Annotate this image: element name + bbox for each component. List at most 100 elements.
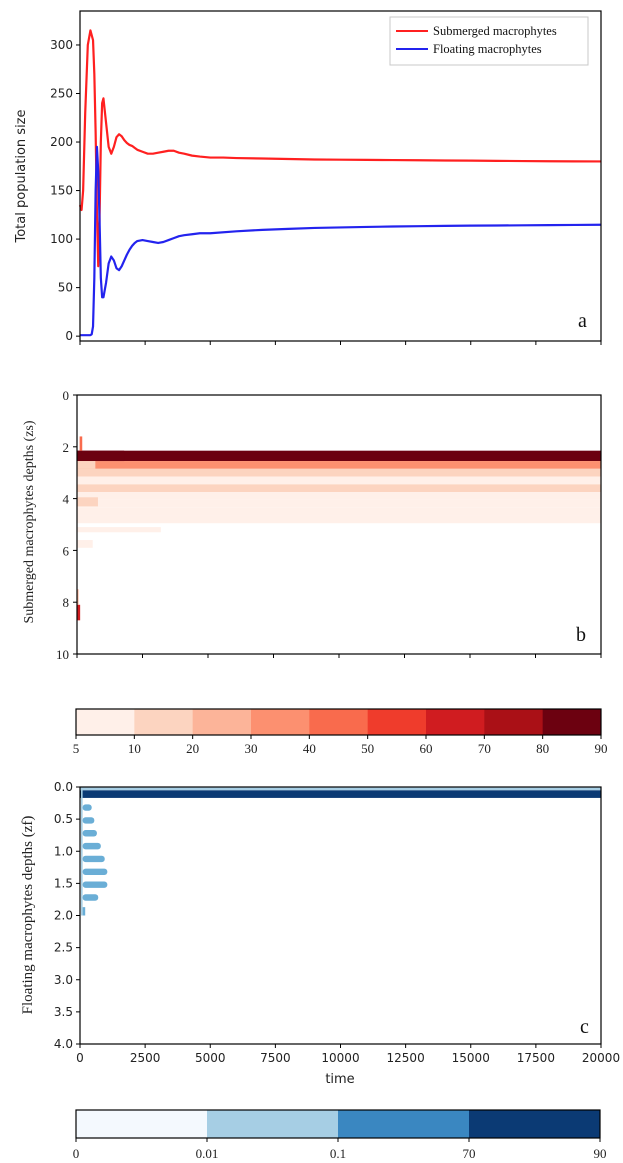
colorbar-reds: 5 10 20 30 40 50 60 70 80 90 — [73, 708, 608, 756]
y-tick-label: 1.5 — [54, 876, 73, 890]
heatmap-cell — [77, 450, 601, 462]
panel-c-heatmap — [80, 787, 601, 916]
heatmap-cell — [77, 540, 93, 548]
y-tick-label: 300 — [50, 38, 73, 52]
panel-b-x-ticks — [76, 654, 602, 658]
heatmap-cell — [81, 787, 83, 916]
colorbar-tick-label: 70 — [463, 1146, 476, 1161]
y-tick-label: 2.0 — [54, 909, 73, 923]
legend-box — [389, 16, 589, 66]
panel-b-letter: b — [576, 624, 586, 646]
heatmap-cell — [77, 527, 161, 533]
y-tick-label: 200 — [50, 135, 73, 149]
x-tick-label: 20000 — [582, 1051, 620, 1065]
x-tick-label: 15000 — [452, 1051, 490, 1065]
y-tick-label: 50 — [58, 281, 73, 295]
colorbar-swatch — [309, 709, 369, 735]
colorbar-swatch — [338, 1110, 470, 1138]
panel-c-y-ticks: 0.0 0.5 1.0 1.5 2.0 2.5 3.0 3.5 4.0 — [54, 780, 80, 1051]
heatmap-cell — [82, 881, 108, 888]
y-tick-label: 3.0 — [54, 973, 73, 987]
panel-a-y-axis-label: Total population size — [14, 109, 29, 243]
y-tick-label: 2 — [63, 440, 70, 455]
heatmap-cell — [77, 604, 81, 621]
y-tick-label: 0 — [65, 329, 73, 343]
panel-a-x-ticks — [79, 341, 602, 345]
y-tick-label: 0.5 — [54, 812, 73, 826]
series-line-submerged — [78, 29, 602, 268]
colorbar-swatch — [542, 709, 602, 735]
heatmap-cell — [77, 461, 601, 469]
heatmap-cell — [77, 476, 601, 485]
colorbar-tick-label: 0.1 — [330, 1146, 346, 1161]
heatmap-cell — [77, 497, 98, 507]
panel-a: 0 50 100 150 200 250 300 Total population size… — [14, 10, 602, 345]
panel-b-y-axis-label: Submerged macrophytes depths (zs) — [22, 420, 37, 623]
colorbar-reds-ticks: 5 10 20 30 40 50 60 70 80 90 — [73, 735, 608, 756]
colorbar-swatch — [367, 709, 427, 735]
heatmap-cell — [77, 515, 601, 524]
heatmap-cell — [77, 507, 601, 516]
colorbar-swatch — [426, 709, 485, 735]
y-tick-label: 10 — [56, 647, 69, 662]
colorbar-swatch — [251, 709, 310, 735]
heatmap-cell — [77, 492, 601, 500]
colorbar-reds-swatches — [76, 709, 602, 735]
series-line-floating — [80, 145, 602, 337]
heatmap-cell — [82, 804, 92, 811]
heatmap-cell — [82, 894, 99, 901]
colorbar-tick-label: 0 — [73, 1146, 80, 1161]
y-tick-label: 0.0 — [54, 780, 73, 794]
panel-c-y-axis-label: Floating macrophytes depths (zf) — [20, 816, 36, 1015]
colorbar-reds-frame — [75, 708, 602, 736]
panel-a-y-ticks: 0 50 100 150 200 250 300 — [50, 38, 80, 343]
heatmap-cell — [82, 868, 108, 876]
heatmap-cell — [77, 461, 96, 469]
colorbar-blues: 0 0.01 0.1 70 90 — [73, 1109, 607, 1161]
panel-b: 0 2 4 6 8 10 Submerged macrophytes depths (zs… — [22, 388, 602, 662]
colorbar-tick-label: 5 — [73, 741, 80, 756]
colorbar-tick-label: 80 — [536, 741, 549, 756]
colorbar-swatch — [469, 1110, 601, 1138]
y-tick-label: 250 — [50, 87, 73, 101]
x-tick-label: 10000 — [321, 1051, 359, 1065]
y-tick-label: 4 — [63, 492, 70, 507]
y-tick-label: 3.5 — [54, 1005, 73, 1019]
x-tick-label: 0 — [76, 1051, 84, 1065]
colorbar-tick-label: 10 — [128, 741, 141, 756]
colorbar-blues-ticks: 0 0.01 0.1 70 90 — [73, 1138, 607, 1161]
x-tick-label: 12500 — [387, 1051, 425, 1065]
heatmap-cell — [82, 817, 95, 824]
y-tick-label: 100 — [50, 232, 73, 246]
panel-b-frame — [76, 394, 602, 655]
panel-b-heatmap — [77, 436, 601, 621]
colorbar-swatch — [76, 709, 135, 735]
colorbar-tick-label: 20 — [186, 741, 199, 756]
legend-label-floating: Floating macrophytes — [433, 42, 542, 56]
colorbar-swatch — [134, 709, 194, 735]
heatmap-cell — [79, 436, 83, 451]
heatmap-cell — [80, 790, 601, 798]
y-tick-label: 0 — [63, 388, 70, 403]
colorbar-tick-label: 90 — [594, 1146, 607, 1161]
x-tick-label: 17500 — [517, 1051, 555, 1065]
panel-a-series-lines — [78, 29, 602, 337]
colorbar-blues-swatches — [76, 1110, 601, 1138]
panel-c-x-ticks: 0 2500 5000 7500 10000 12500 15000 17500 20000 — [76, 1044, 620, 1065]
x-tick-label: 5000 — [195, 1051, 226, 1065]
panel-a-letter: a — [578, 310, 587, 332]
colorbar-swatch — [192, 709, 252, 735]
colorbar-tick-label: 0.01 — [196, 1146, 219, 1161]
heatmap-cell — [82, 855, 105, 863]
colorbar-tick-label: 90 — [595, 741, 608, 756]
heatmap-cell — [77, 450, 125, 462]
heatmap-cell — [82, 842, 101, 850]
heatmap-cell — [77, 589, 79, 605]
heatmap-cell — [77, 468, 601, 477]
legend-label-submerged: Submerged macrophytes — [433, 24, 557, 38]
x-tick-label: 2500 — [130, 1051, 161, 1065]
y-tick-label: 2.5 — [54, 941, 73, 955]
heatmap-cell — [77, 484, 601, 493]
heatmap-cell — [82, 830, 97, 837]
